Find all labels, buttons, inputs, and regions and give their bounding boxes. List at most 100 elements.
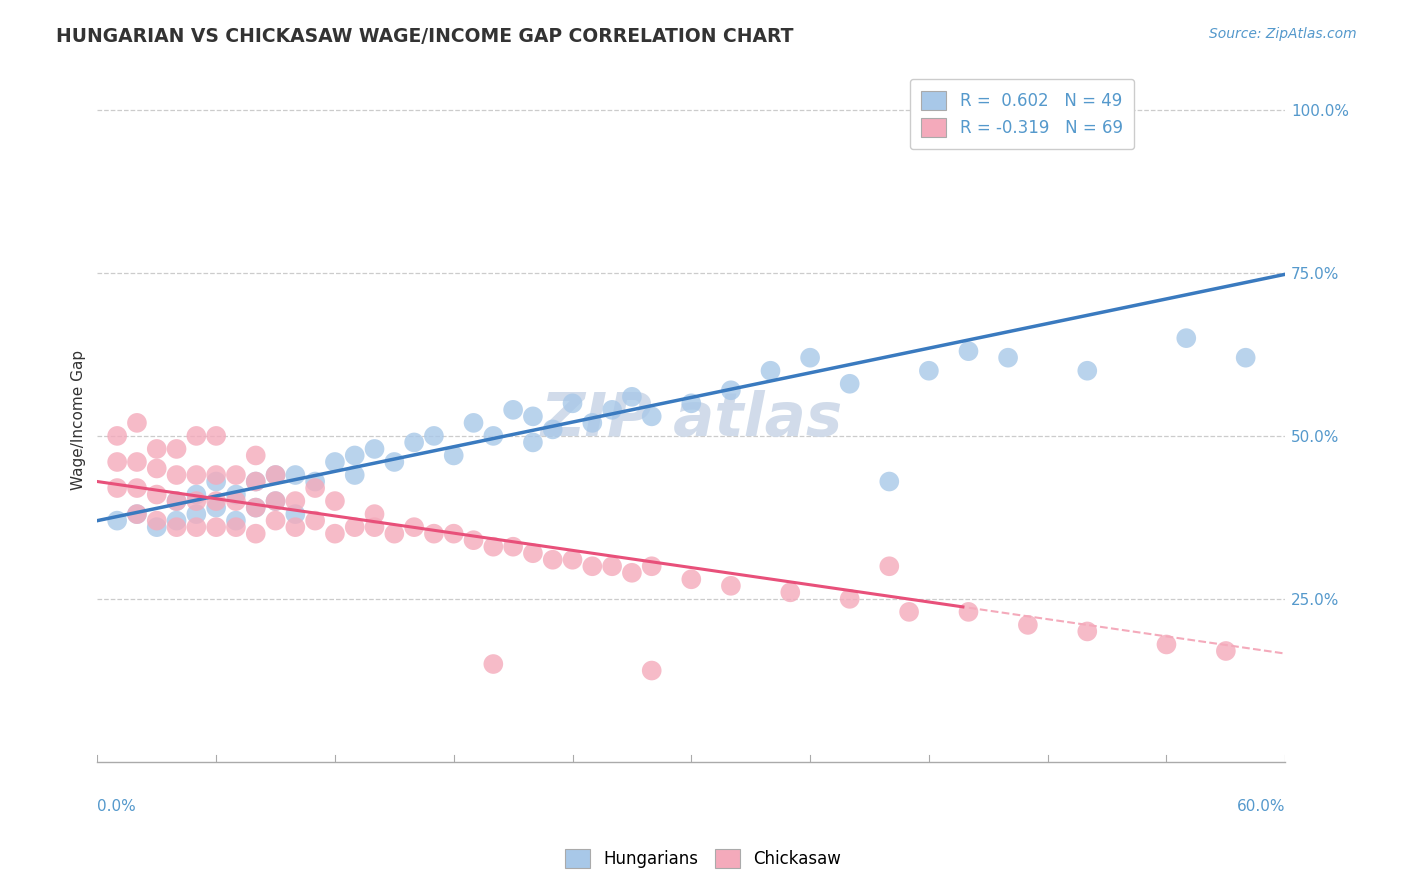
Point [105,429,128,443]
Point [166,514,188,528]
Legend: R =  0.602   N = 49, R = -0.319   N = 69: R = 0.602 N = 49, R = -0.319 N = 69 [910,78,1135,149]
Point [443,526,465,541]
Point [482,429,505,443]
Point [264,468,287,483]
Point [166,520,188,534]
Point [838,591,860,606]
Point [343,449,366,463]
Point [1017,618,1039,632]
Point [205,429,228,443]
Point [245,526,267,541]
Point [957,605,980,619]
Point [997,351,1019,365]
Point [166,442,188,456]
Point [1234,351,1257,365]
Point [145,520,167,534]
Point [145,461,167,475]
Point [759,364,782,378]
Point [205,500,228,515]
Text: 0.0%: 0.0% [97,799,136,814]
Point [343,468,366,483]
Point [799,351,821,365]
Point [225,520,247,534]
Text: HUNGARIAN VS CHICKASAW WAGE/INCOME GAP CORRELATION CHART: HUNGARIAN VS CHICKASAW WAGE/INCOME GAP C… [56,27,794,45]
Point [898,605,921,619]
Point [166,494,188,508]
Point [522,409,544,424]
Point [382,526,405,541]
Point [205,494,228,508]
Point [186,487,208,501]
Point [205,468,228,483]
Point [264,494,287,508]
Point [166,494,188,508]
Point [284,520,307,534]
Point [304,514,326,528]
Y-axis label: Wage/Income Gap: Wage/Income Gap [72,350,86,490]
Point [600,559,623,574]
Legend: Hungarians, Chickasaw: Hungarians, Chickasaw [558,842,848,875]
Point [225,487,247,501]
Point [720,579,742,593]
Point [522,546,544,560]
Point [284,507,307,521]
Point [641,559,664,574]
Point [620,566,643,580]
Point [205,520,228,534]
Point [125,416,148,430]
Point [641,664,664,678]
Point [918,364,941,378]
Point [522,435,544,450]
Point [423,526,446,541]
Point [581,559,603,574]
Point [779,585,801,599]
Text: ZIP atlas: ZIP atlas [540,390,842,449]
Point [125,481,148,495]
Point [125,507,148,521]
Point [186,520,208,534]
Point [105,481,128,495]
Point [1076,364,1098,378]
Point [877,559,900,574]
Point [264,468,287,483]
Point [600,402,623,417]
Point [561,553,583,567]
Point [284,468,307,483]
Point [323,526,346,541]
Point [482,657,505,671]
Point [186,507,208,521]
Point [264,514,287,528]
Point [877,475,900,489]
Point [502,402,524,417]
Point [245,475,267,489]
Point [245,475,267,489]
Point [205,475,228,489]
Point [304,475,326,489]
Point [166,468,188,483]
Point [323,455,346,469]
Point [105,455,128,469]
Point [186,468,208,483]
Point [463,533,485,548]
Point [404,520,426,534]
Point [541,553,564,567]
Point [186,494,208,508]
Point [125,455,148,469]
Point [581,416,603,430]
Point [264,494,287,508]
Point [225,514,247,528]
Point [641,409,664,424]
Point [363,507,385,521]
Point [382,455,405,469]
Point [284,494,307,508]
Point [186,429,208,443]
Point [125,507,148,521]
Point [1076,624,1098,639]
Point [323,494,346,508]
Point [463,416,485,430]
Point [105,514,128,528]
Point [363,520,385,534]
Point [145,487,167,501]
Point [561,396,583,410]
Point [838,376,860,391]
